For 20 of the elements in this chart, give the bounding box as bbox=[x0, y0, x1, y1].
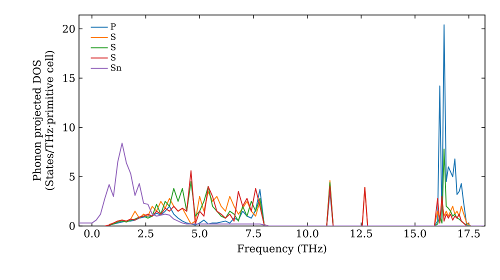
legend-label: S bbox=[111, 44, 116, 50]
x-tick-label: 2.5 bbox=[138, 230, 154, 238]
x-tick-label: 0.0 bbox=[84, 230, 100, 238]
legend-label: S bbox=[111, 54, 116, 61]
x-axis-title: Frequency (THz) bbox=[238, 244, 326, 255]
legend-label: Sn bbox=[111, 64, 122, 71]
y-tick-label: 15 bbox=[63, 74, 75, 82]
x-tick-label: 10.0 bbox=[296, 230, 318, 238]
y-axis-title: Phonon projected DOS (States/THz·primitive cell) bbox=[32, 50, 56, 190]
y-tick-label: 10 bbox=[63, 123, 75, 132]
legend-label: P bbox=[110, 23, 116, 30]
y-tick-label: 0 bbox=[69, 222, 75, 230]
x-tick-label: 12.5 bbox=[350, 230, 372, 238]
x-tick-label: 15.0 bbox=[404, 230, 426, 238]
x-tick-label: 5.0 bbox=[192, 230, 208, 238]
y-tick-label: 5 bbox=[70, 172, 75, 181]
legend-label: S bbox=[111, 34, 116, 40]
x-tick-label: 17.5 bbox=[458, 230, 480, 238]
y-tick-label: 20 bbox=[62, 24, 75, 33]
x-tick-label: 7.5 bbox=[246, 230, 262, 238]
